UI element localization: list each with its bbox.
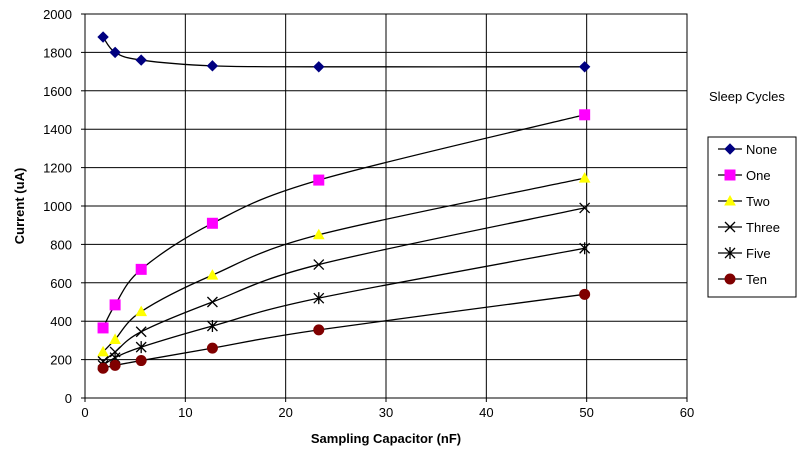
point-ten	[206, 342, 218, 354]
series-three	[97, 202, 591, 367]
y-tick-label: 1600	[43, 84, 72, 99]
point-one	[313, 174, 325, 186]
point-two	[578, 172, 591, 183]
point-none	[206, 60, 219, 72]
y-axis-title: Current (uA)	[12, 168, 27, 245]
legend-item-five: Five	[718, 246, 771, 261]
x-tick-label: 30	[379, 405, 393, 420]
y-tick-label: 800	[50, 237, 72, 252]
point-none	[313, 61, 325, 73]
y-tick-label: 1800	[43, 45, 72, 60]
point-one	[206, 217, 218, 229]
point-one	[135, 263, 147, 275]
legend-title: Sleep Cycles	[709, 89, 785, 104]
legend-label-one: One	[746, 168, 771, 183]
legend-item-one: One	[718, 168, 771, 183]
x-tick-label: 0	[81, 405, 88, 420]
point-ten	[579, 288, 591, 300]
legend-item-three: Three	[718, 220, 780, 235]
point-three	[579, 202, 591, 214]
x-axis-ticks: 0 10 20 30 40 50 60	[81, 398, 694, 420]
point-none	[135, 54, 147, 66]
point-none	[578, 61, 591, 73]
legend-item-none: None	[718, 142, 777, 157]
point-one	[109, 299, 121, 311]
y-tick-label: 0	[65, 391, 72, 406]
legend-box	[707, 136, 797, 298]
point-five	[135, 341, 147, 354]
point-five	[579, 242, 591, 255]
legend-label-three: Three	[746, 220, 780, 235]
legend-marker-three	[724, 221, 736, 233]
legend-item-ten: Ten	[718, 272, 767, 287]
point-three	[135, 326, 147, 338]
series-five	[97, 242, 591, 372]
gridlines	[84, 13, 688, 399]
y-tick-label: 400	[50, 314, 72, 329]
x-tick-label: 10	[178, 405, 192, 420]
x-tick-label: 40	[479, 405, 493, 420]
point-none	[97, 31, 109, 43]
point-ten	[313, 324, 325, 336]
point-ten	[135, 355, 147, 367]
point-one	[579, 109, 591, 121]
x-axis-title: Sampling Capacitor (nF)	[311, 431, 461, 446]
series-line-ten	[102, 293, 585, 369]
point-five	[206, 320, 218, 332]
y-tick-label: 1000	[43, 199, 72, 214]
series-two	[97, 172, 591, 357]
point-two	[97, 345, 109, 357]
series-line-three	[102, 207, 585, 363]
y-tick-label: 600	[50, 276, 72, 291]
series-line-five	[102, 247, 585, 366]
x-tick-label: 20	[278, 405, 292, 420]
series-group	[97, 31, 591, 374]
series-one	[97, 109, 591, 334]
y-tick-label: 1400	[43, 122, 72, 137]
series-ten	[97, 288, 591, 374]
legend-label-two: Two	[746, 194, 770, 209]
legend: None One Two Three Five Ten	[707, 136, 797, 298]
series-line-one	[102, 114, 585, 329]
series-none	[97, 31, 591, 73]
legend-marker-five	[724, 247, 736, 259]
y-axis-ticks: 0 200 400 600 800 1000 1200 1400 1600 1800 2000	[43, 7, 85, 406]
legend-label-ten: Ten	[746, 272, 767, 287]
y-tick-label: 200	[50, 353, 72, 368]
x-tick-label: 60	[680, 405, 694, 420]
y-tick-label: 1200	[43, 161, 72, 176]
point-two	[206, 269, 219, 280]
point-three	[206, 296, 218, 308]
legend-marker-two	[724, 194, 736, 206]
legend-item-two: Two	[718, 194, 770, 209]
point-five	[313, 292, 325, 305]
legend-marker-none	[724, 143, 736, 155]
legend-marker-one	[724, 169, 736, 181]
point-two	[312, 228, 325, 240]
x-tick-label: 50	[579, 405, 593, 420]
point-one	[97, 322, 109, 334]
point-none	[109, 46, 121, 59]
point-two	[135, 305, 148, 317]
point-three	[313, 259, 325, 271]
legend-label-none: None	[746, 142, 777, 157]
point-ten	[97, 362, 109, 374]
point-two	[109, 333, 121, 344]
legend-marker-ten	[724, 273, 736, 285]
point-ten	[109, 359, 121, 371]
y-tick-label: 2000	[43, 7, 72, 22]
legend-label-five: Five	[746, 246, 771, 261]
